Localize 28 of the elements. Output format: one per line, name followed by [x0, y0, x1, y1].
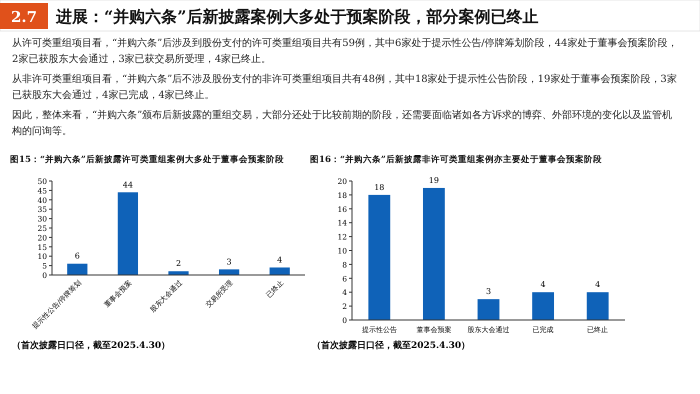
data-label: 3: [486, 287, 492, 296]
data-label: 3: [226, 257, 232, 266]
bar: [478, 299, 500, 320]
text: 2.7: [10, 8, 38, 26]
data-label: 19: [428, 176, 439, 185]
data-label: 4: [540, 280, 546, 290]
text: 从许可类重组项目看，“并购六条”后涉及到股份支付的许可类重组项目共有59例，其中6家处于提示性公告/停牌筹划阶段，44家处于董事会预案阶段，2家已获股东大会通过，3家已获交易所受理，4家已终止。: [12, 37, 678, 65]
data-label: 2: [176, 259, 182, 268]
bar: [270, 267, 290, 275]
text: 因此，整体来看，“并购六条”颁布后新披露的重组交易，大部分还处于比较前期的阶段，还需要面临诸如各方诉求的博弈、外部环境的变化以及监管机构的问询等。: [11, 109, 672, 137]
chart-title: 图15：“并购六条”后新披露许可类重组案例大多处于董事会预案阶段: [10, 154, 285, 165]
bar: [422, 188, 445, 320]
data-label: 4: [277, 255, 282, 264]
text: （首次披露日口径，截至2025.4.30）: [12, 340, 170, 351]
text: 进展：“并购六条”后新披露案例大多处于预案阶段，部分案例已终止: [55, 7, 538, 26]
data-label: 44: [122, 180, 133, 190]
data-label: 18: [374, 182, 384, 192]
data-label: 4: [595, 280, 600, 290]
bar: [118, 192, 138, 275]
bar: [67, 264, 88, 275]
bar: [368, 194, 390, 320]
bar: [586, 292, 609, 320]
bar: [532, 292, 554, 320]
text: 从非许可类重组项目看，“并购六条”后不涉及股份支付的非许可类重组项目共有48例，其中18家处于提示性公告阶段，19家处于董事会预案阶段，3家已获股东大会通过，4家已完成，4家已终止。: [12, 73, 677, 101]
chart-title: 图16：“并购六条”后新披露非许可类重组案例亦主要处于董事会预案阶段: [310, 154, 603, 165]
bar: [168, 271, 189, 275]
text: （首次披露日口径，截至2025.4.30）: [312, 340, 470, 351]
data-label: 6: [74, 252, 80, 261]
